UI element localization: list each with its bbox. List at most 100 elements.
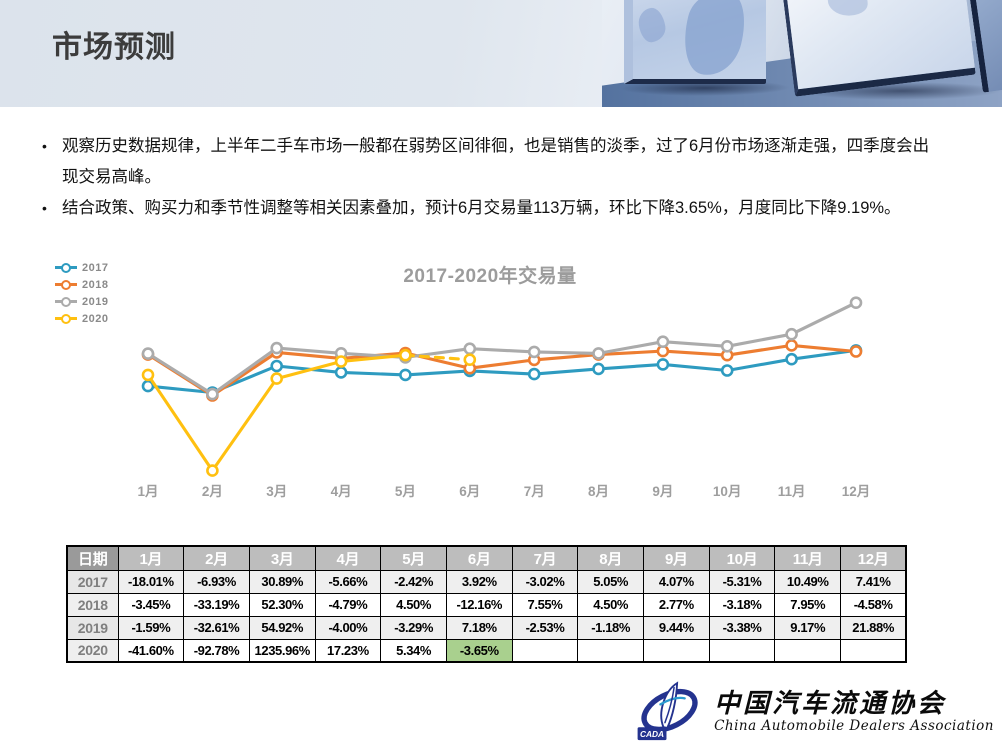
legend-marker-dot-icon: [61, 279, 71, 290]
table-cell: -12.16%: [445, 592, 513, 617]
legend-marker-dot-icon: [61, 296, 71, 307]
data-point-2019: [527, 345, 541, 359]
table-head: 日期 1月 2月 3月 4月 5月 6月 7月 8月 9月 10月 11月 12月: [66, 545, 907, 571]
series-line-2019: [146, 301, 858, 396]
data-point-2017: [720, 364, 734, 377]
cada-logo-block: CADA 中国汽车流通协会 China Automobile Dealers A…: [630, 677, 994, 747]
table-cell: 52.30%: [248, 592, 316, 617]
table-cell: 3.92%: [445, 569, 513, 594]
table-header-month: 8月: [577, 545, 644, 571]
chart-title: 2017-2020年交易量: [403, 266, 577, 287]
bullet-list: 观察历史数据规律，上半年二手车市场一般都在弱势区间徘徊，也是销售的淡季，过了6月…: [40, 131, 936, 224]
table-cell: -41.60%: [117, 638, 185, 663]
table-cell: 21.88%: [840, 615, 907, 640]
table-cell: 5.34%: [380, 638, 447, 663]
header-band: [0, 0, 1002, 107]
legend-label: 2017: [82, 261, 109, 274]
x-axis-label: 8月: [588, 484, 609, 499]
table-cell: 4.50%: [380, 592, 447, 617]
data-point-2020: [270, 372, 284, 385]
table-cell: 10.49%: [774, 569, 842, 594]
x-axis-label: 10月: [713, 484, 742, 499]
table-header-month: 4月: [314, 545, 382, 571]
table-cell: -3.29%: [380, 615, 447, 640]
table-cell: 7.95%: [774, 592, 842, 617]
data-point-2019: [463, 342, 477, 355]
series-line-forecast-2020: [403, 353, 472, 362]
data-point-2017: [334, 366, 348, 379]
table-cell: 1235.96%: [248, 638, 316, 663]
x-axis-label: 7月: [524, 484, 545, 499]
legend-label: 2020: [82, 312, 109, 325]
table-cell: [643, 638, 710, 663]
table-header-month: 3月: [248, 545, 316, 571]
legend-item-2020: 2020: [55, 312, 108, 325]
table-header-month: 10月: [708, 545, 776, 571]
data-point-2020: [334, 355, 348, 368]
x-axis-label: 3月: [266, 484, 287, 499]
x-axis-label: 1月: [137, 484, 158, 499]
highlighted-forecast-cell: -3.65%: [445, 638, 513, 663]
data-point-2019: [785, 327, 798, 341]
cubes-graphic: [602, 0, 1002, 107]
table-cell: -4.00%: [314, 615, 382, 640]
table-cell: -1.18%: [577, 615, 644, 640]
data-point-2017: [399, 368, 412, 382]
series-line-2018: [146, 343, 858, 398]
table-cell: -2.53%: [511, 615, 579, 640]
data-point-2019: [141, 347, 155, 360]
mom-change-table: 日期 1月 2月 3月 4月 5月 6月 7月 8月 9月 10月 11月 12月 2017 -18.01…: [66, 545, 908, 663]
table-cell: 7.18%: [445, 615, 513, 640]
data-point-2020: [463, 353, 477, 366]
table-header-date: 日期: [66, 545, 119, 571]
table-cell: -2.42%: [380, 569, 447, 594]
table-header-month: 7月: [511, 545, 579, 571]
legend-marker-icon: [55, 296, 77, 307]
legend-marker-dot-icon: [61, 313, 71, 324]
legend-marker-dot-icon: [61, 262, 71, 273]
legend-marker-icon: [55, 313, 77, 324]
data-point-2017: [656, 358, 670, 371]
x-axis-label: 4月: [331, 484, 352, 499]
table-header-month: 11月: [774, 545, 842, 571]
table-cell: [511, 638, 579, 663]
x-axis-label: 2月: [202, 484, 223, 499]
data-point-2019: [206, 387, 219, 401]
table-cell: -32.61%: [183, 615, 250, 640]
data-point-2020: [206, 464, 219, 477]
table-cell: -3.18%: [708, 592, 776, 617]
table-cell: 2.77%: [643, 592, 710, 617]
table-cell: 17.23%: [314, 638, 382, 663]
table-header-month: 12月: [840, 545, 907, 571]
table-cell: [774, 638, 842, 663]
table-cell: 4.07%: [643, 569, 710, 594]
row-label: 2019: [66, 615, 119, 640]
org-name-cn: 中国汽车流通协会: [714, 688, 947, 718]
table-cell: 7.41%: [840, 569, 907, 594]
x-axis-label: 6月: [459, 484, 480, 499]
table-cell: 7.55%: [511, 592, 579, 617]
row-label: 2017: [66, 569, 119, 594]
x-axis-label: 9月: [652, 484, 673, 499]
legend-marker-icon: [55, 262, 77, 273]
table-cell: -3.02%: [511, 569, 579, 594]
data-point-2017: [785, 352, 798, 366]
table-cell: 4.50%: [577, 592, 644, 617]
series-line-2017: [146, 348, 858, 395]
data-point-2020: [399, 348, 412, 362]
legend-marker-icon: [55, 279, 77, 290]
table-header-month: 9月: [643, 545, 710, 571]
x-axis-label: 12月: [842, 484, 871, 499]
legend-label: 2018: [82, 278, 109, 291]
table-cell: -4.79%: [314, 592, 382, 617]
map-silhouette: [827, 0, 869, 17]
map-silhouette: [636, 6, 668, 44]
data-point-2017: [527, 367, 541, 381]
org-name-en: China Automobile Dealers Association: [714, 718, 994, 735]
data-point-2020: [141, 368, 155, 382]
cada-logo-text: 中国汽车流通协会 China Automobile Dealers Associ…: [714, 688, 994, 735]
table-cell: 9.44%: [643, 615, 710, 640]
table-cell: -4.58%: [840, 592, 907, 617]
data-point-2019: [270, 341, 284, 355]
table-cell: -3.45%: [117, 592, 185, 617]
